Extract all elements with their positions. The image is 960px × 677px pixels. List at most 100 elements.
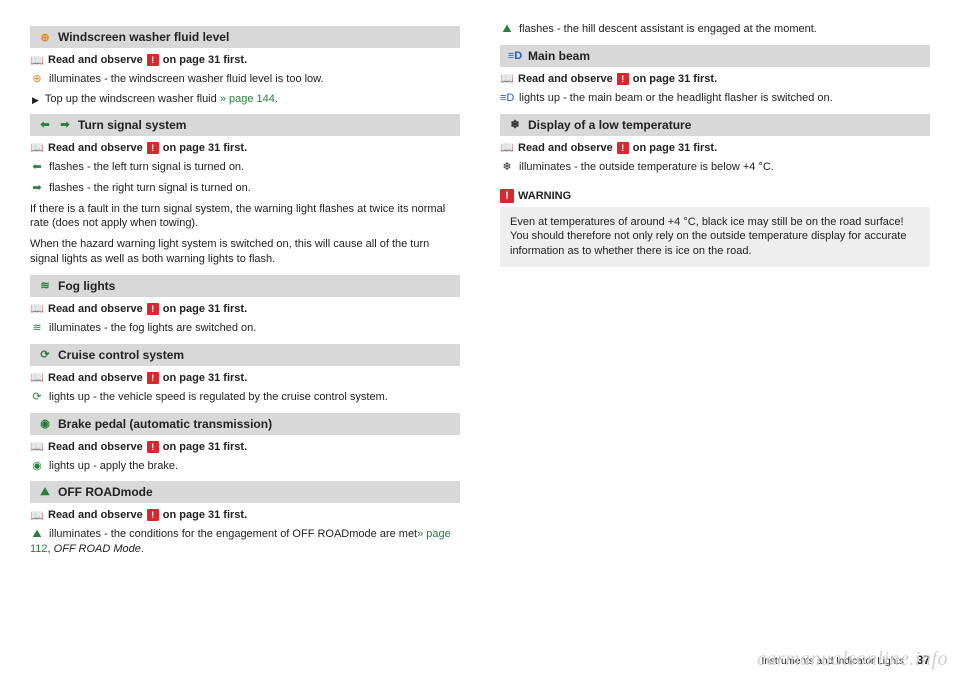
text: flashes - the right turn signal is turne… xyxy=(46,182,251,194)
cruise-icon: ⟳ xyxy=(38,348,52,362)
arrow-right-icon: ➡ xyxy=(58,118,72,132)
read-pre: Read and observe xyxy=(518,142,613,154)
book-icon: 📖 xyxy=(30,142,44,153)
book-icon: 📖 xyxy=(500,73,514,84)
body-line: ≋ illuminates - the fog lights are switc… xyxy=(30,321,460,336)
fog-icon: ≋ xyxy=(30,321,44,336)
warn-icon: ! xyxy=(617,73,629,85)
footer-section: Instruments and Indicator Lights xyxy=(762,656,904,667)
warn-icon: ! xyxy=(147,509,159,521)
offroad-icon: ⛰ xyxy=(38,485,52,499)
text: lights up - the vehicle speed is regulat… xyxy=(46,391,388,403)
read-observe-line: 📖 Read and observe ! on page 31 first. xyxy=(500,142,930,154)
main-beam-icon: ≡D xyxy=(500,91,514,106)
bullet-text: Top up the windscreen washer fluid » pag… xyxy=(45,93,278,106)
read-post: on page 31 first. xyxy=(163,303,247,315)
bullet-line: ▶ Top up the windscreen washer fluid » p… xyxy=(32,93,460,106)
footer: Instruments and Indicator Lights 37 xyxy=(762,653,930,667)
snowflake-icon: ❄ xyxy=(508,118,522,132)
left-column: ⊕ Windscreen washer fluid level 📖 Read a… xyxy=(30,18,460,563)
read-observe-line: 📖 Read and observe ! on page 31 first. xyxy=(30,142,460,154)
text: illuminates - the windscreen washer flui… xyxy=(46,73,324,85)
text: . xyxy=(141,543,144,555)
page-link[interactable]: » page 144 xyxy=(220,93,275,105)
read-post: on page 31 first. xyxy=(633,142,717,154)
read-post: on page 31 first. xyxy=(633,73,717,85)
section-title: Windscreen washer fluid level xyxy=(58,30,229,44)
read-pre: Read and observe xyxy=(518,73,613,85)
warning-block: !WARNING Even at temperatures of around … xyxy=(500,181,930,268)
read-pre: Read and observe xyxy=(48,509,143,521)
arrow-left-icon: ⬅ xyxy=(30,160,44,175)
arrow-right-icon: ➡ xyxy=(30,181,44,196)
offroad-icon: ⛰ xyxy=(30,527,44,542)
section-header-main-beam: ≡D Main beam xyxy=(500,45,930,67)
right-column: ⛰ flashes - the hill descent assistant i… xyxy=(500,18,930,563)
text: flashes - the left turn signal is turned… xyxy=(46,161,244,173)
section-title: Fog lights xyxy=(58,279,115,293)
paragraph: When the hazard warning light system is … xyxy=(30,237,460,267)
section-header-brake: ◉ Brake pedal (automatic transmission) xyxy=(30,413,460,435)
body-line: ❄ illuminates - the outside temperature … xyxy=(500,160,930,175)
warning-title: WARNING xyxy=(518,190,571,202)
book-icon: 📖 xyxy=(500,142,514,153)
section-header-cruise: ⟳ Cruise control system xyxy=(30,344,460,366)
page: ⊕ Windscreen washer fluid level 📖 Read a… xyxy=(0,0,960,563)
read-observe-line: 📖 Read and observe ! on page 31 first. xyxy=(30,303,460,315)
read-pre: Read and observe xyxy=(48,303,143,315)
body-line: ⬅ flashes - the left turn signal is turn… xyxy=(30,160,460,175)
section-title: Cruise control system xyxy=(58,348,184,362)
text: illuminates - the outside temperature is… xyxy=(516,161,774,173)
warn-icon: ! xyxy=(147,372,159,384)
section-title: Display of a low temperature xyxy=(528,118,691,132)
body-line: ⛰ flashes - the hill descent assistant i… xyxy=(500,22,930,37)
body-line: ⟳ lights up - the vehicle speed is regul… xyxy=(30,390,460,405)
warn-icon: ! xyxy=(147,303,159,315)
section-header-washer: ⊕ Windscreen washer fluid level xyxy=(30,26,460,48)
read-post: on page 31 first. xyxy=(163,509,247,521)
page-number: 37 xyxy=(917,653,930,667)
arrow-left-icon: ⬅ xyxy=(38,118,52,132)
text: lights up - the main beam or the headlig… xyxy=(516,92,833,104)
read-pre: Read and observe xyxy=(48,372,143,384)
read-pre: Read and observe xyxy=(48,54,143,66)
read-observe-line: 📖 Read and observe ! on page 31 first. xyxy=(500,73,930,85)
warn-icon: ! xyxy=(147,142,159,154)
book-icon: 📖 xyxy=(30,303,44,314)
paragraph: If there is a fault in the turn signal s… xyxy=(30,202,460,232)
offroad-icon: ⛰ xyxy=(500,22,514,37)
read-post: on page 31 first. xyxy=(163,142,247,154)
fog-icon: ≋ xyxy=(38,279,52,293)
text: illuminates - the fog lights are switche… xyxy=(46,322,256,334)
section-title: Main beam xyxy=(528,49,590,63)
text: flashes - the hill descent assistant is … xyxy=(516,23,817,35)
read-post: on page 31 first. xyxy=(163,372,247,384)
read-post: on page 31 first. xyxy=(163,441,247,453)
washer-icon: ⊕ xyxy=(30,72,44,87)
section-header-low-temp: ❄ Display of a low temperature xyxy=(500,114,930,136)
body-line: ➡ flashes - the right turn signal is tur… xyxy=(30,181,460,196)
read-observe-line: 📖 Read and observe ! on page 31 first. xyxy=(30,441,460,453)
warn-icon: ! xyxy=(617,142,629,154)
text: lights up - apply the brake. xyxy=(46,460,178,472)
section-title: Turn signal system xyxy=(78,118,186,132)
book-icon: 📖 xyxy=(30,441,44,452)
book-icon: 📖 xyxy=(30,55,44,66)
body-line: ◉ lights up - apply the brake. xyxy=(30,459,460,474)
body-line: ≡D lights up - the main beam or the head… xyxy=(500,91,930,106)
brake-icon: ◉ xyxy=(30,459,44,474)
main-beam-icon: ≡D xyxy=(508,49,522,63)
washer-icon: ⊕ xyxy=(38,30,52,44)
text: Top up the windscreen washer fluid xyxy=(45,93,220,105)
body-line: ⛰ illuminates - the conditions for the e… xyxy=(30,527,460,557)
read-observe-line: 📖 Read and observe ! on page 31 first. xyxy=(30,509,460,521)
bullet-icon: ▶ xyxy=(32,95,39,106)
cruise-icon: ⟳ xyxy=(30,390,44,405)
section-header-turn-signal: ⬅ ➡ Turn signal system xyxy=(30,114,460,136)
warn-icon: ! xyxy=(147,54,159,66)
text: illuminates - the conditions for the eng… xyxy=(46,528,417,540)
section-header-fog: ≋ Fog lights xyxy=(30,275,460,297)
brake-icon: ◉ xyxy=(38,417,52,431)
section-title: OFF ROADmode xyxy=(58,485,153,499)
section-title: Brake pedal (automatic transmission) xyxy=(58,417,272,431)
